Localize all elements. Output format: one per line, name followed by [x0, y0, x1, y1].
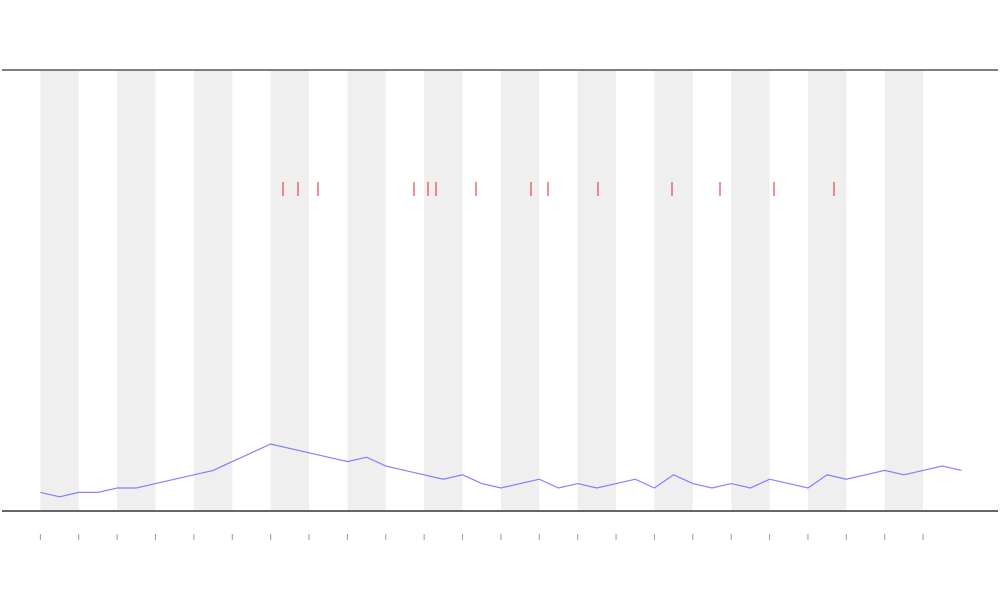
band	[884, 70, 924, 510]
band	[40, 70, 79, 510]
background-bands	[40, 70, 924, 510]
band	[117, 70, 156, 510]
band	[577, 70, 617, 510]
band	[193, 70, 233, 510]
band	[654, 70, 693, 510]
band	[731, 70, 770, 510]
band	[424, 70, 463, 510]
event-markers	[282, 182, 835, 196]
band	[347, 70, 386, 510]
band	[270, 70, 310, 510]
band	[500, 70, 540, 510]
series-line	[40, 443, 962, 498]
band	[807, 70, 847, 510]
